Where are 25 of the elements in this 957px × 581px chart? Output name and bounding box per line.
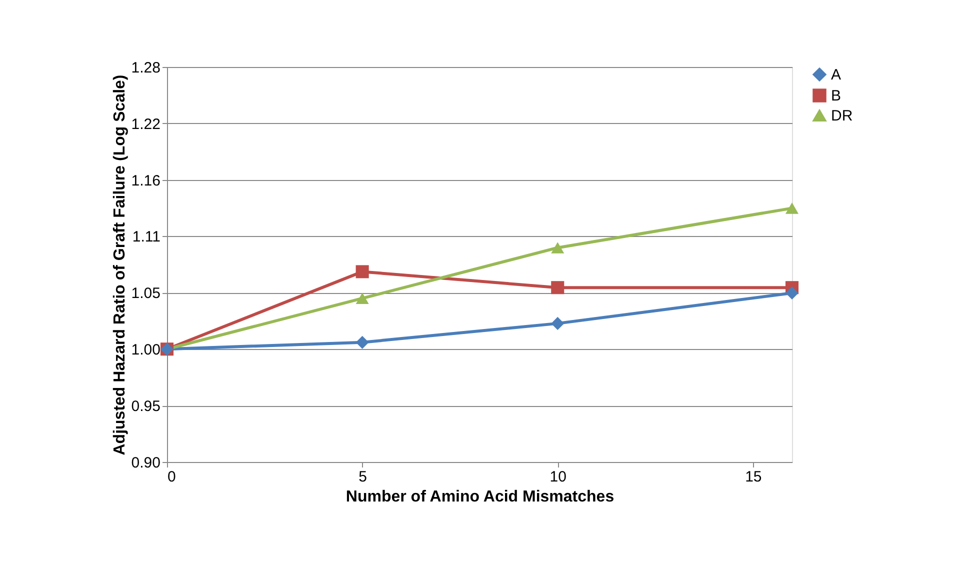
point [551, 316, 564, 330]
y-axis-title: Adjusted Hazard Ratio of Graft Failure (Log Scale) [111, 74, 128, 456]
point [785, 286, 799, 300]
y-tick-label: 1.16 [131, 172, 160, 190]
x-tick-label: 15 [745, 468, 762, 486]
y-tick-label: 1.28 [131, 60, 160, 76]
point [356, 265, 369, 278]
point [356, 292, 369, 304]
point [356, 336, 369, 349]
point [551, 281, 564, 294]
legend-label: DR [831, 108, 853, 124]
x-tick-label: 0 [168, 468, 176, 486]
y-tick-label: 0.90 [131, 454, 160, 472]
x-tick-label: 10 [550, 468, 566, 486]
legend-label: B [831, 88, 842, 104]
legend-label: A [831, 66, 842, 84]
y-tick-label: 1.05 [131, 285, 160, 302]
y-tick-label: 1.00 [131, 342, 160, 359]
x-tick-label: 5 [358, 468, 367, 486]
y-tick-label: 1.11 [132, 228, 160, 246]
x-axis-title: Number of Amino Acid Mismatches [346, 488, 614, 506]
y-tick-label: 0.95 [131, 398, 160, 416]
point [785, 202, 799, 214]
point [551, 242, 564, 254]
y-tick-label: 1.22 [131, 116, 160, 133]
